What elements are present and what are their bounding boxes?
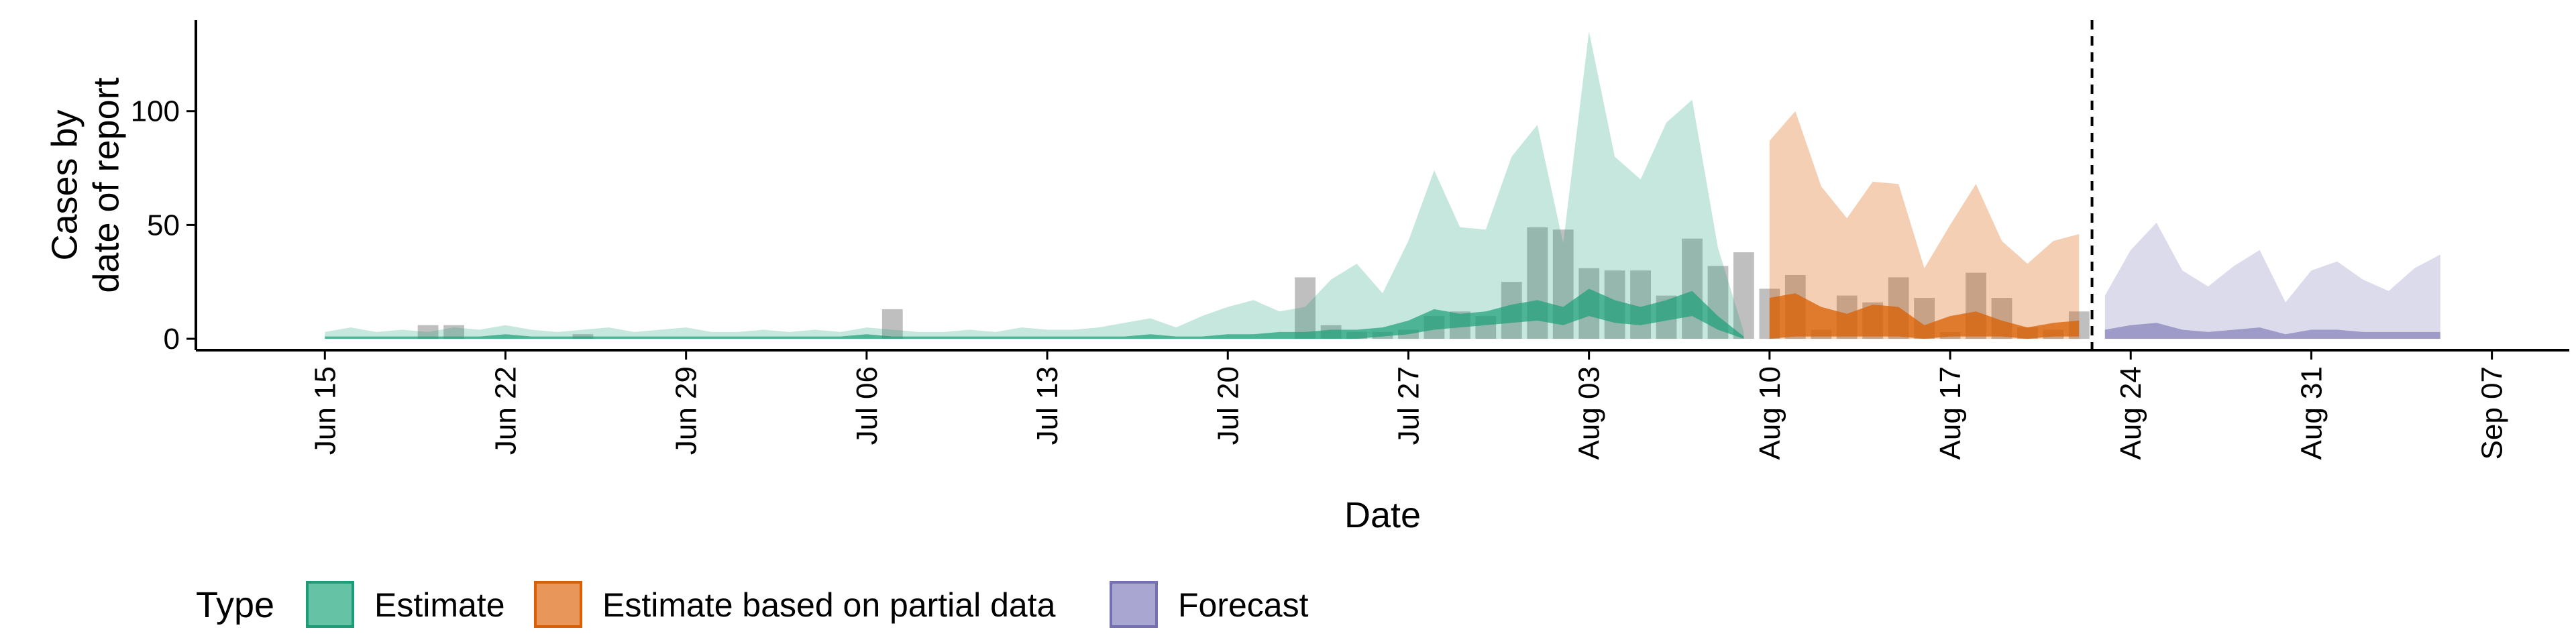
x-tick-label: Aug 03 — [1573, 366, 1606, 460]
x-tick-label: Jun 15 — [309, 366, 341, 455]
reported-case-bar — [1682, 238, 1703, 339]
forecast-outer-band — [2104, 223, 2440, 339]
x-tick-label: Aug 10 — [1754, 366, 1786, 460]
estimate-inner-band — [325, 288, 1744, 339]
y-tick-label: 0 — [164, 323, 180, 356]
x-tick-label: Jul 06 — [851, 366, 883, 445]
legend-label-forecast: Forecast — [1178, 586, 1309, 624]
y-tick-label: 50 — [147, 209, 180, 241]
x-tick-label: Sep 07 — [2476, 366, 2509, 460]
legend: Type Estimate Estimate based on partial da… — [196, 581, 1309, 628]
legend-label-estimate: Estimate — [374, 586, 505, 624]
estimate-based-on-partial-data-outer-band — [1769, 111, 2080, 339]
reported-case-bar — [1295, 277, 1316, 339]
x-tick-label: Jul 20 — [1212, 366, 1244, 445]
reported-case-bar — [881, 309, 903, 339]
axes-layer: 0 50 100 Jun 15 Jun 22 Jun 29 Jul 06 Jul 13 Jul … — [44, 20, 2569, 535]
x-tick-label: Jul 13 — [1031, 366, 1064, 445]
x-tick-label: Aug 31 — [2295, 366, 2328, 460]
reported-case-bar — [1733, 252, 1754, 339]
legend-label-estimate-based-on-partial-data: Estimate based on partial data — [602, 586, 1056, 624]
legend-title: Type — [196, 585, 274, 625]
estimate-bands-layer — [325, 32, 2440, 339]
reported-case-bar — [1630, 270, 1651, 339]
legend-key-estimate-based-on-partial-data — [534, 581, 582, 628]
reported-case-bar — [417, 325, 439, 339]
y-axis-title: Cases bydate of report — [44, 77, 126, 292]
x-tick-label: Jun 22 — [489, 366, 522, 455]
x-axis-title: Date — [1344, 495, 1421, 535]
x-tick-label: Jul 27 — [1392, 366, 1425, 445]
legend-key-estimate — [306, 581, 354, 628]
x-tick-label: Jun 29 — [670, 366, 703, 455]
y-axis-title-line: date of report — [86, 77, 126, 292]
y-tick-label: 100 — [131, 95, 180, 128]
legend-key-forecast — [1110, 581, 1158, 628]
x-tick-label: Aug 17 — [1934, 366, 1967, 460]
forecast-inner-band — [2104, 323, 2440, 339]
reported-case-bar — [443, 325, 464, 339]
y-axis-title-line: Cases by — [44, 109, 85, 260]
estimate-outer-band — [325, 32, 1744, 339]
estimate-based-on-partial-data-inner-band — [1769, 293, 2080, 339]
x-tick-label: Aug 24 — [2114, 366, 2147, 460]
